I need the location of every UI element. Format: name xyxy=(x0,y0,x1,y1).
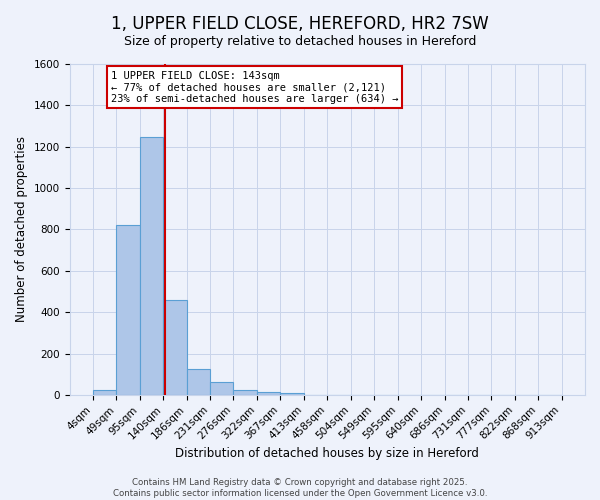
Bar xyxy=(210,382,233,395)
Bar xyxy=(280,393,304,395)
Text: 1 UPPER FIELD CLOSE: 143sqm
← 77% of detached houses are smaller (2,121)
23% of : 1 UPPER FIELD CLOSE: 143sqm ← 77% of det… xyxy=(111,70,398,104)
Bar xyxy=(93,390,116,395)
Text: 1, UPPER FIELD CLOSE, HEREFORD, HR2 7SW: 1, UPPER FIELD CLOSE, HEREFORD, HR2 7SW xyxy=(111,15,489,33)
Y-axis label: Number of detached properties: Number of detached properties xyxy=(15,136,28,322)
Bar xyxy=(116,226,140,395)
Bar xyxy=(140,138,163,395)
Bar xyxy=(257,392,280,395)
Bar xyxy=(233,390,257,395)
Bar xyxy=(187,369,210,395)
Text: Contains HM Land Registry data © Crown copyright and database right 2025.
Contai: Contains HM Land Registry data © Crown c… xyxy=(113,478,487,498)
X-axis label: Distribution of detached houses by size in Hereford: Distribution of detached houses by size … xyxy=(175,447,479,460)
Text: Size of property relative to detached houses in Hereford: Size of property relative to detached ho… xyxy=(124,35,476,48)
Bar xyxy=(163,300,187,395)
